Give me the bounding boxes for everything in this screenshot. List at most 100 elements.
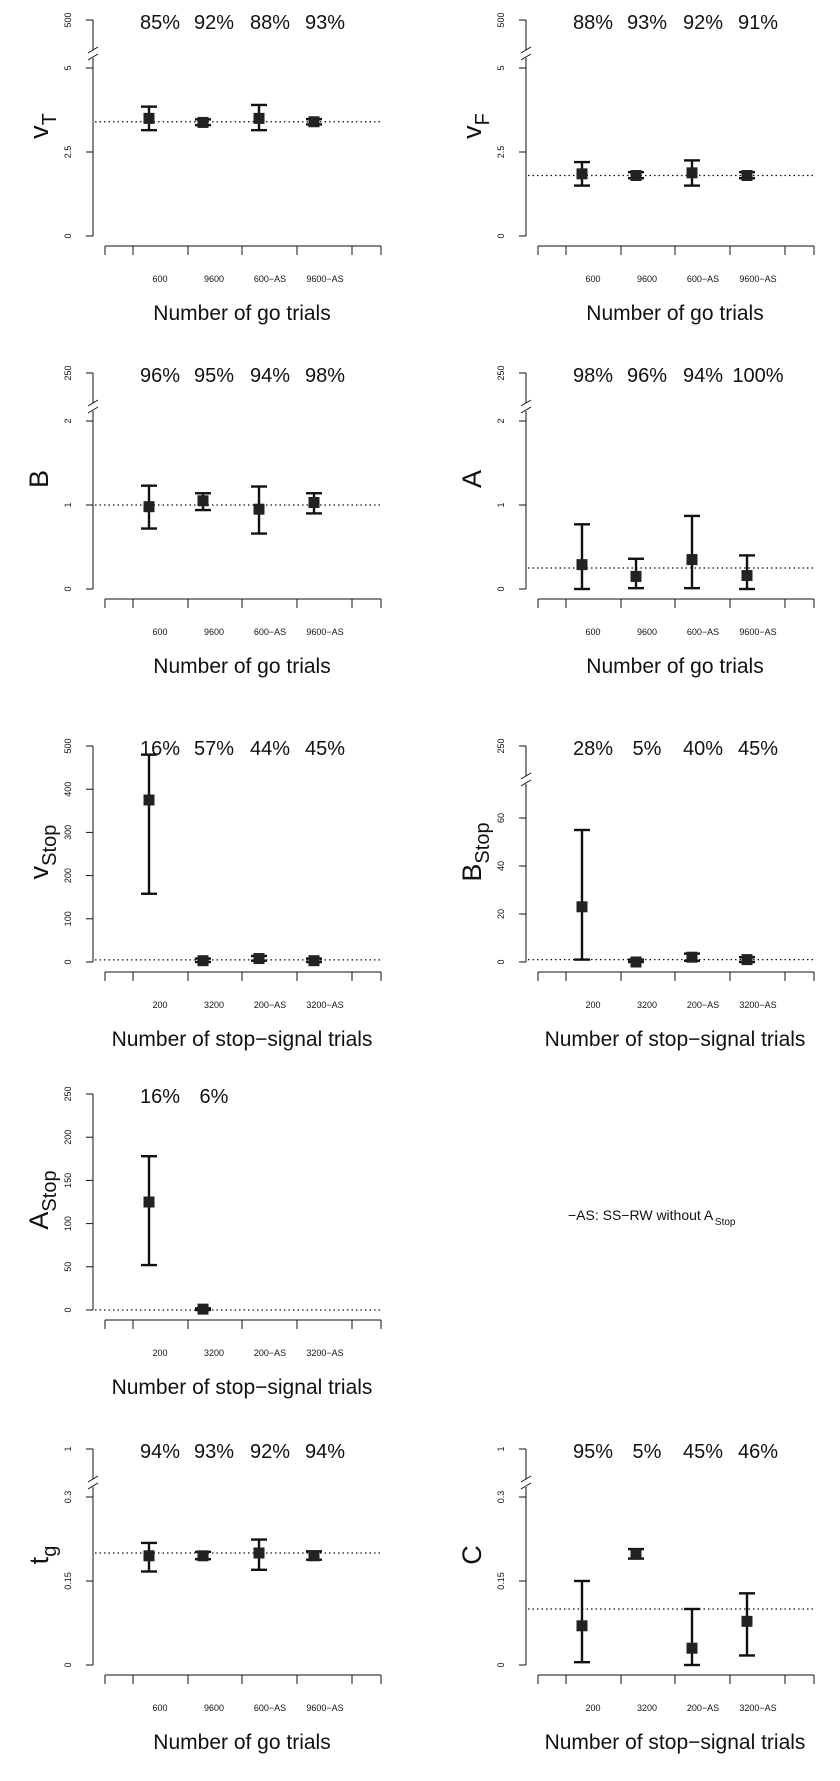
x-axis-title: Number of stop−signal trials <box>112 1028 373 1051</box>
y-tick-label: 400 <box>63 782 73 797</box>
point-estimate <box>253 953 265 965</box>
y-tick-label: 150 <box>63 1173 73 1188</box>
panel-2: 0 2.5 5 500 vF 600 9600 600−AS 9600−AS Number of … <box>457 12 815 325</box>
axis-break-mark <box>87 46 99 61</box>
y-tick-label: 0 <box>63 1662 73 1667</box>
coverage-label: 88% <box>573 12 613 34</box>
x-tick-label: 200 <box>585 1703 600 1713</box>
point-estimate <box>630 570 642 582</box>
x-tick-label: 3200−AS <box>739 1703 776 1713</box>
coverage-label: 98% <box>573 365 613 387</box>
coverage-label: 40% <box>683 738 723 760</box>
point-estimate <box>741 570 753 582</box>
x-axis-title: Number of stop−signal trials <box>545 1028 806 1051</box>
point-estimate <box>576 901 588 913</box>
coverage-label: 96% <box>627 365 667 387</box>
y-tick-label: 40 <box>496 861 506 871</box>
point-estimate <box>253 1547 265 1559</box>
panel-4: 0 1 2 250 A 600 9600 600−AS 9600−AS Number of go … <box>457 365 815 678</box>
y-tick-label: 60 <box>496 813 506 823</box>
point-estimate <box>686 1642 698 1654</box>
coverage-label: 95% <box>573 1441 613 1463</box>
point-estimate <box>686 554 698 566</box>
x-tick-label: 9600−AS <box>739 627 776 637</box>
x-axis-title: Number of go trials <box>586 302 763 325</box>
y-tick-label: 50 <box>63 1262 73 1272</box>
coverage-label: 94% <box>250 365 290 387</box>
y-axis-title-subscript: T <box>39 113 61 125</box>
point-estimate <box>197 1550 209 1562</box>
y-axis-title: B <box>24 470 54 488</box>
y-tick-label: 300 <box>63 825 73 840</box>
x-tick-label: 3200−AS <box>306 1000 343 1010</box>
point-estimate <box>143 1550 155 1562</box>
coverage-label: 46% <box>738 1441 778 1463</box>
point-estimate <box>741 170 753 182</box>
y-tick-label: 500 <box>63 12 73 27</box>
coverage-label: 93% <box>194 1441 234 1463</box>
y-tick-label: 20 <box>496 909 506 919</box>
point-estimate <box>630 956 642 968</box>
coverage-label: 5% <box>633 1441 662 1463</box>
x-tick-label: 200 <box>152 1000 167 1010</box>
y-tick-label: 100 <box>63 911 73 926</box>
y-tick-label: 1 <box>63 1446 73 1451</box>
x-tick-label: 600−AS <box>687 627 719 637</box>
x-tick-label: 9600 <box>637 274 657 284</box>
point-estimate <box>686 167 698 179</box>
panel-8: 0 0.15 0.3 1 tg 600 9600 600−AS 9600−AS Number of… <box>24 1441 382 1754</box>
panel-3: 0 1 2 250 B 600 9600 600−AS 9600−AS Number of go … <box>24 365 382 678</box>
y-tick-label: 0.15 <box>63 1572 73 1590</box>
y-tick-label: 0 <box>496 586 506 591</box>
coverage-label: 94% <box>683 365 723 387</box>
footnote-as-legend: −AS: SS−RW without A Stop <box>568 1207 736 1228</box>
x-tick-label: 9600 <box>637 627 657 637</box>
x-tick-label: 200 <box>585 1000 600 1010</box>
y-tick-label: 0 <box>63 233 73 238</box>
y-axis-title: vStop <box>24 825 61 880</box>
coverage-label: 91% <box>738 12 778 34</box>
x-tick-label: 200−AS <box>254 1348 286 1358</box>
x-tick-label: 600 <box>585 274 600 284</box>
point-estimate <box>308 116 320 128</box>
point-estimate <box>143 1196 155 1208</box>
y-axis-title: C <box>457 1545 487 1565</box>
point-estimate <box>197 495 209 507</box>
x-tick-label: 3200−AS <box>306 1348 343 1358</box>
point-estimate <box>308 496 320 508</box>
coverage-label: 95% <box>194 365 234 387</box>
x-tick-label: 3200 <box>637 1703 657 1713</box>
coverage-label: 5% <box>633 738 662 760</box>
coverage-label: 96% <box>140 365 180 387</box>
point-estimate <box>630 170 642 182</box>
coverage-label: 16% <box>140 1086 180 1108</box>
x-tick-label: 9600 <box>204 627 224 637</box>
y-tick-label: 0 <box>63 1307 73 1312</box>
x-tick-label: 9600−AS <box>739 274 776 284</box>
y-axis-title-subscript: Stop <box>39 825 61 866</box>
axis-break-mark <box>520 1475 532 1490</box>
x-axis-title: Number of stop−signal trials <box>545 1731 806 1754</box>
x-tick-label: 200−AS <box>687 1703 719 1713</box>
y-tick-label: 5 <box>496 65 506 70</box>
point-estimate <box>143 794 155 806</box>
y-tick-label: 100 <box>63 1216 73 1231</box>
x-tick-label: 600−AS <box>254 274 286 284</box>
y-tick-label: 1 <box>63 502 73 507</box>
x-tick-label: 9600 <box>204 274 224 284</box>
x-tick-label: 600 <box>585 627 600 637</box>
x-tick-label: 600−AS <box>687 274 719 284</box>
y-tick-label: 0 <box>496 1662 506 1667</box>
y-tick-label: 200 <box>63 868 73 883</box>
y-axis-title: tg <box>24 1546 61 1565</box>
coverage-label: 85% <box>140 12 180 34</box>
y-tick-label: 0.3 <box>63 1491 73 1504</box>
axis-break-mark <box>520 772 532 787</box>
axis-break-mark <box>87 1475 99 1490</box>
coverage-label: 44% <box>250 738 290 760</box>
x-tick-label: 200 <box>152 1348 167 1358</box>
point-estimate <box>741 954 753 966</box>
y-tick-label: 1 <box>496 502 506 507</box>
panel-1: 0 2.5 5 500 vT 600 9600 600−AS 9600−AS Number of … <box>24 12 382 325</box>
